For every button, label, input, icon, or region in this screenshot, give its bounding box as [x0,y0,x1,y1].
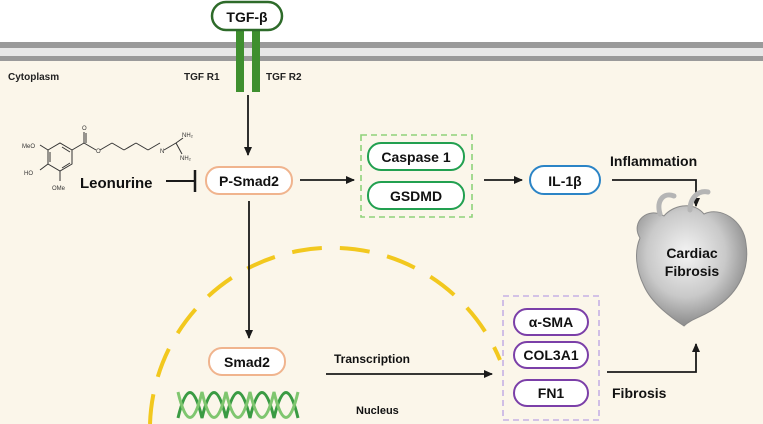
heart-icon [636,189,748,327]
nh2-bottom-label: NH₂ [180,156,192,162]
nucleus-boundary [148,245,502,424]
ho-label: HO [24,171,33,177]
col3a1-label: COL3A1 [523,347,578,363]
nh2-top-label: NH₂ [182,133,194,139]
tgf-r1-bar [236,30,244,92]
cytoplasm-region [0,60,763,424]
col3a1-node: COL3A1 [513,341,589,369]
fn1-label: FN1 [538,385,565,401]
gsdmd-node: GSDMD [367,181,465,210]
tgf-beta-ligand: TGF-β [210,0,284,32]
p-smad2-node: P-Smad2 [205,166,293,195]
gsdmd-label: GSDMD [390,188,442,204]
asma-node: α-SMA [513,308,589,336]
n-imine-label: N [160,149,164,155]
ome-bottom-label: OMe [52,186,66,192]
inflammation-label: Inflammation [610,153,697,169]
il1b-node: IL-1β [529,165,601,195]
asma-label: α-SMA [529,314,573,330]
dna-helix-icon [176,391,300,419]
caspase-group-box [360,134,473,218]
smad2-node: Smad2 [208,347,286,376]
tgf-r1-label: TGF R1 [184,72,220,83]
o-ester-label: O [96,149,101,155]
smad2-label: Smad2 [224,354,270,370]
transcription-label: Transcription [334,352,410,366]
p-smad2-label: P-Smad2 [219,173,279,189]
caspase1-label: Caspase 1 [381,149,450,165]
caspase1-node: Caspase 1 [367,142,465,171]
cell-membrane [0,42,763,61]
tgf-r2-bar [252,30,260,92]
fibrosis-process-label: Fibrosis [612,385,667,401]
nucleus-label: Nucleus [356,405,399,417]
cytoplasm-label: Cytoplasm [8,72,59,83]
fn1-node: FN1 [513,379,589,407]
leonurine-structure [39,132,184,181]
leonurine-label: Leonurine [80,175,153,192]
arrow-genes-to-heart [607,343,700,373]
cardiac-label: Cardiac [666,245,718,261]
tgf-beta-label: TGF-β [226,9,268,25]
inhibition-leonurine-psmad2 [166,170,197,192]
ome-top-label: MeO [22,144,35,150]
fibrosis-outcome-label: Fibrosis [665,263,720,279]
tgf-receptor-pair [236,30,260,92]
o-carbonyl-label: O [82,126,87,132]
tgf-r2-label: TGF R2 [266,72,302,83]
il1b-label: IL-1β [548,173,582,189]
